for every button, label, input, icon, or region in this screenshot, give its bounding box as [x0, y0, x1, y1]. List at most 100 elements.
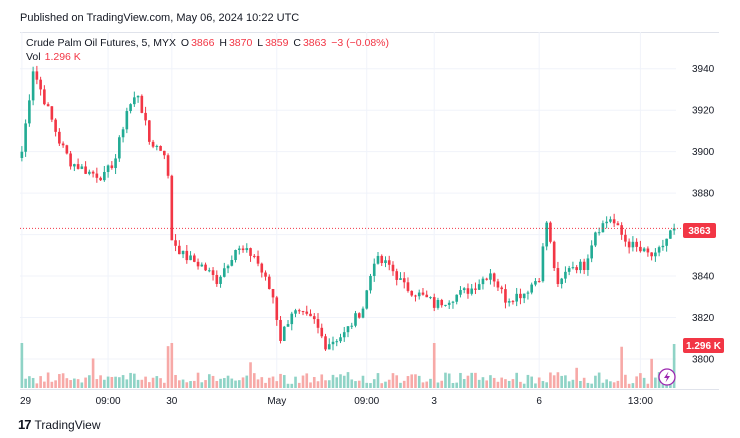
- candle-body: [312, 316, 316, 320]
- volume-bar-138: [537, 377, 541, 388]
- volume-bar-132: [515, 372, 518, 388]
- candle-body: [672, 228, 676, 231]
- volume-bar-19: [91, 358, 95, 388]
- volume-bar-133: [519, 381, 522, 388]
- candle-1: [24, 119, 27, 157]
- candle-body: [114, 158, 117, 169]
- tradingview-logo[interactable]: 17 TradingView: [18, 417, 101, 432]
- volume-bar-11: [61, 373, 65, 388]
- volume-bar-149: [579, 381, 582, 388]
- candle-body: [361, 308, 365, 318]
- candle-body: [222, 268, 226, 277]
- volume-bar-140: [545, 382, 548, 388]
- candle-126: [492, 272, 496, 287]
- volume-bar-85: [339, 374, 342, 388]
- candle-body: [196, 261, 200, 267]
- price-axis[interactable]: 39403920390038803860384038203800: [692, 64, 715, 365]
- candle-174: [672, 223, 676, 235]
- candle-body: [84, 166, 87, 174]
- volume-bar-46: [192, 380, 196, 388]
- candle-97: [384, 256, 387, 268]
- candle-65: [264, 270, 267, 281]
- time-tick-label: 30: [166, 396, 178, 407]
- volume-bar-10: [58, 374, 61, 388]
- candle-2: [28, 94, 31, 127]
- time-axis[interactable]: 29 09:00 30 May 09:00 3 6 13:00: [20, 396, 653, 407]
- volume-bar-173: [669, 381, 672, 388]
- candle-body: [294, 310, 297, 314]
- candle-137: [534, 278, 537, 287]
- candle-121: [474, 282, 477, 295]
- volume-bar-32: [140, 379, 144, 388]
- candle-body: [421, 292, 425, 295]
- volume-bar-101: [399, 382, 402, 388]
- candle-body: [76, 164, 80, 169]
- volume-bar-44: [185, 382, 189, 388]
- candle-body: [256, 255, 260, 264]
- candle-75: [301, 310, 305, 316]
- candle-145: [564, 266, 567, 283]
- volume-bar-82: [327, 380, 331, 388]
- lightning-icon[interactable]: [658, 368, 676, 386]
- volume-bar-38: [163, 382, 166, 388]
- candle-16: [80, 164, 84, 170]
- candle-109: [429, 296, 432, 300]
- candle-132: [515, 287, 518, 307]
- candle-body: [462, 288, 466, 291]
- time-tick-label: 13:00: [628, 396, 653, 407]
- candle-4: [35, 65, 39, 85]
- candle-body: [470, 288, 474, 294]
- candle-7: [46, 102, 50, 107]
- candle-117: [459, 286, 462, 298]
- candle-body: [267, 276, 271, 289]
- volume-bar-102: [402, 380, 406, 388]
- candle-125: [489, 268, 492, 285]
- volume-bar-146: [567, 381, 571, 388]
- candle-90: [357, 312, 361, 319]
- candle-body: [639, 246, 642, 252]
- candle-body: [163, 150, 166, 156]
- candle-body: [627, 241, 631, 248]
- volume-bar-6: [43, 381, 46, 388]
- candle-body: [586, 258, 590, 271]
- volume-bar-129: [504, 379, 507, 388]
- candle-105: [414, 294, 417, 302]
- candle-body: [327, 344, 331, 350]
- candle-74: [297, 308, 301, 314]
- candle-70: [282, 325, 286, 342]
- volume-bar-24: [110, 376, 114, 388]
- candle-body: [125, 111, 129, 130]
- volume-bar-47: [196, 372, 200, 388]
- candle-85: [339, 333, 342, 344]
- candle-body: [215, 274, 219, 284]
- candle-154: [597, 227, 601, 236]
- time-tick-label: May: [267, 396, 286, 407]
- candle-body: [556, 268, 560, 285]
- close-value: 3863: [302, 37, 327, 49]
- candle-131: [511, 300, 515, 305]
- candle-28: [125, 107, 129, 134]
- volume-bars: [20, 343, 676, 388]
- candle-body: [609, 219, 612, 222]
- volume-bar-65: [264, 382, 267, 388]
- candle-body: [560, 278, 563, 285]
- volume-bar-88: [350, 379, 354, 388]
- volume-bar-28: [125, 379, 129, 388]
- volume-bar-16: [80, 382, 84, 388]
- candle-165: [639, 240, 642, 253]
- candle-body: [601, 223, 605, 233]
- candle-23: [106, 164, 110, 178]
- candle-body: [20, 151, 24, 158]
- candle-95: [376, 251, 380, 265]
- candle-body: [504, 289, 507, 303]
- candle-35: [151, 139, 155, 149]
- candle-body: [500, 287, 504, 290]
- candle-body: [444, 304, 447, 306]
- candle-body: [192, 255, 196, 262]
- volume-bar-70: [282, 375, 286, 388]
- volume-bar-40: [170, 343, 174, 388]
- volume-bar-58: [237, 380, 241, 388]
- time-tick-label: 09:00: [354, 396, 379, 407]
- candle-body: [103, 171, 106, 181]
